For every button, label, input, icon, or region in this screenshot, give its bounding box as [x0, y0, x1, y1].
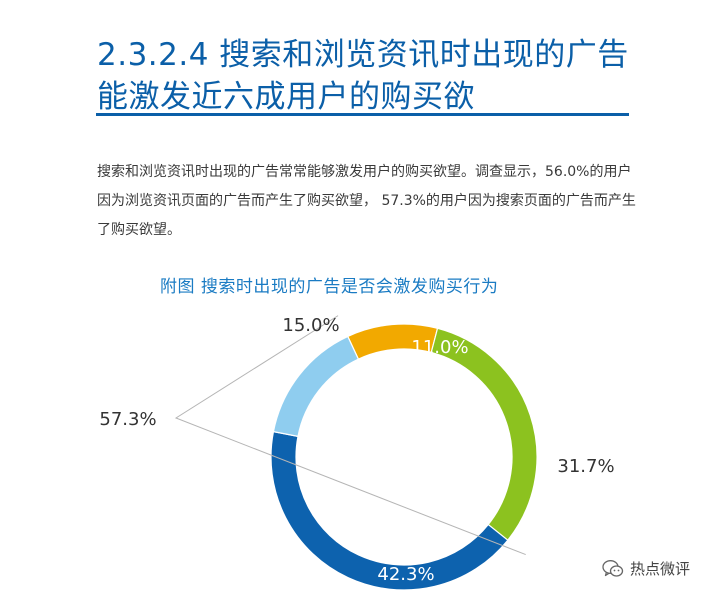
slice-label-42-3: 42.3% — [377, 564, 434, 585]
slice-label-15-0: 15.0% — [282, 315, 339, 336]
watermark: 热点微评 — [602, 558, 690, 579]
slice-31-7 — [430, 327, 538, 542]
heading-divider — [96, 113, 629, 116]
slice-15-0 — [272, 335, 360, 438]
heading-line-2: 能激发近六成用户的购买欲 — [97, 79, 475, 115]
wechat-icon — [602, 559, 624, 577]
slice-label-31-7: 31.7% — [557, 456, 614, 477]
chart-title: 附图 搜索时出现的广告是否会激发购买行为 — [160, 277, 499, 297]
heading-line-1: 2.3.2.4 搜索和浏览资讯时出现的广告 — [97, 37, 629, 73]
callout-label: 57.3% — [99, 409, 156, 430]
watermark-text: 热点微评 — [630, 560, 691, 578]
page-heading: 2.3.2.4 搜索和浏览资讯时出现的广告 能激发近六成用户的购买欲 — [97, 34, 657, 118]
intro-paragraph: 搜索和浏览资讯时出现的广告常常能够激发用户的购买欲望。调查显示，56.0%的用户… — [97, 164, 636, 238]
slice-label-11-0: 11.0% — [411, 337, 468, 358]
callout-line — [174, 315, 526, 556]
